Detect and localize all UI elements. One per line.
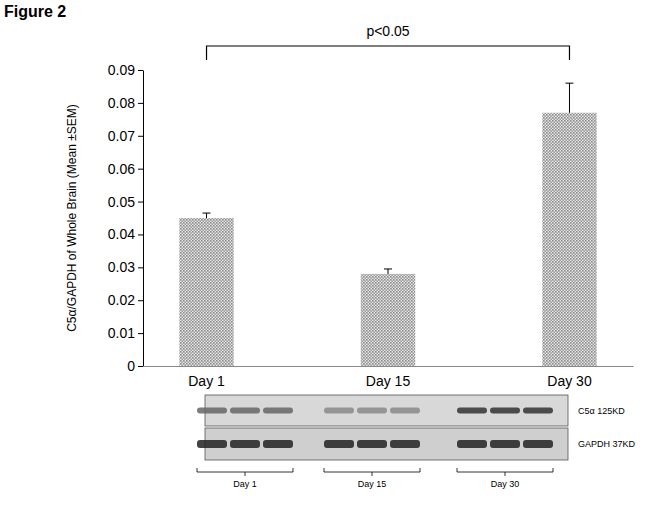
error-bar <box>203 213 211 218</box>
y-axis-line <box>143 71 144 367</box>
blot-band <box>230 440 260 448</box>
blot-group-label: Day 1 <box>233 479 257 489</box>
blot-band <box>457 408 487 414</box>
error-bar-cap <box>565 83 573 84</box>
blot-row-label: GAPDH 37KD <box>578 439 636 449</box>
blot-band <box>263 440 293 448</box>
y-tick-mark <box>138 136 143 137</box>
y-tick-label: 0.05 <box>108 194 135 210</box>
blot-band <box>197 408 227 414</box>
blot-band <box>230 408 260 414</box>
y-tick-mark <box>138 202 143 203</box>
y-tick-label: 0.09 <box>108 62 135 78</box>
y-tick: 0.01 <box>108 325 143 341</box>
blot-group-bracket <box>324 468 420 476</box>
y-tick-mark <box>138 103 143 104</box>
blot-band <box>324 408 354 414</box>
y-tick-label: 0.01 <box>108 325 135 341</box>
x-tick: Day 1 <box>188 366 225 389</box>
blot-band <box>523 440 553 448</box>
error-bar-stem <box>569 83 570 113</box>
y-tick: 0.04 <box>108 226 143 242</box>
y-tick: 0.07 <box>108 128 143 144</box>
error-bar-stem <box>388 269 389 274</box>
x-tick-label: Day 15 <box>366 373 411 389</box>
bar <box>542 113 596 366</box>
blot-band <box>457 440 487 448</box>
error-bar <box>565 83 573 113</box>
y-tick: 0.06 <box>108 161 143 177</box>
blot-band <box>490 408 520 414</box>
y-tick-label: 0.03 <box>108 259 135 275</box>
blot-group-label: Day 15 <box>358 479 387 489</box>
blot-band <box>357 408 387 414</box>
y-tick: 0.09 <box>108 62 143 78</box>
figure: Figure 2 0 0.01 0.02 0.03 0.04 0.05 0.06 0.07 0.0… <box>0 0 653 514</box>
x-axis: Day 1 Day 15 Day 30 <box>144 366 634 389</box>
y-tick-mark <box>138 333 143 334</box>
y-tick-mark <box>138 234 143 235</box>
blot-band <box>324 440 354 448</box>
y-tick: 0.08 <box>108 95 143 111</box>
y-tick-label: 0.08 <box>108 95 135 111</box>
y-tick: 0 <box>127 358 143 374</box>
error-bar-cap <box>203 213 211 214</box>
blot-band <box>357 440 387 448</box>
blot-panel <box>205 395 568 426</box>
y-tick-label: 0.02 <box>108 292 135 308</box>
y-tick-label: 0.07 <box>108 128 135 144</box>
bar <box>179 218 233 366</box>
y-tick-label: 0.04 <box>108 226 135 242</box>
y-tick-mark <box>138 300 143 301</box>
y-tick-mark <box>138 70 143 71</box>
blot-band <box>263 408 293 414</box>
significance-bracket <box>207 46 570 60</box>
blot-row-label: C5α 125KD <box>578 406 625 416</box>
y-tick: 0.05 <box>108 194 143 210</box>
x-tick-label: Day 1 <box>188 373 225 389</box>
y-axis: 0 0.01 0.02 0.03 0.04 0.05 0.06 0.07 0.08 0.09 <box>108 62 144 374</box>
blot-band <box>523 408 553 414</box>
x-tick-label: Day 30 <box>547 373 592 389</box>
annotation: p<0.05 <box>366 23 409 39</box>
blot-band <box>197 440 227 448</box>
y-tick-mark <box>138 267 143 268</box>
y-tick-label: 0 <box>127 358 135 374</box>
y-tick-mark <box>138 169 143 170</box>
blot-band <box>390 440 420 448</box>
y-axis-title: C5α/GAPDH of Whole Brain (Mean ±SEM) <box>65 104 79 332</box>
y-tick-label: 0.06 <box>108 161 135 177</box>
blot-group-bracket <box>197 468 293 476</box>
blot-panel <box>205 428 568 460</box>
blot-band <box>490 440 520 448</box>
x-tick: Day 15 <box>366 366 411 389</box>
western-blot: C5α 125KD GAPDH 37KD Day 1 Day 15 Day 30 <box>197 395 636 489</box>
figure-label: Figure 2 <box>4 3 66 20</box>
bar <box>361 274 415 366</box>
x-tick: Day 30 <box>547 366 592 389</box>
x-axis-line <box>144 366 634 367</box>
error-bar-cap <box>384 268 392 269</box>
y-tick: 0.02 <box>108 292 143 308</box>
error-bar-stem <box>206 213 207 218</box>
y-tick: 0.03 <box>108 259 143 275</box>
blot-band <box>390 408 420 414</box>
blot-group-bracket <box>457 468 553 476</box>
blot-group-label: Day 30 <box>491 479 520 489</box>
y-tick-mark <box>138 366 143 367</box>
error-bar <box>384 269 392 274</box>
plot-area <box>179 83 596 366</box>
